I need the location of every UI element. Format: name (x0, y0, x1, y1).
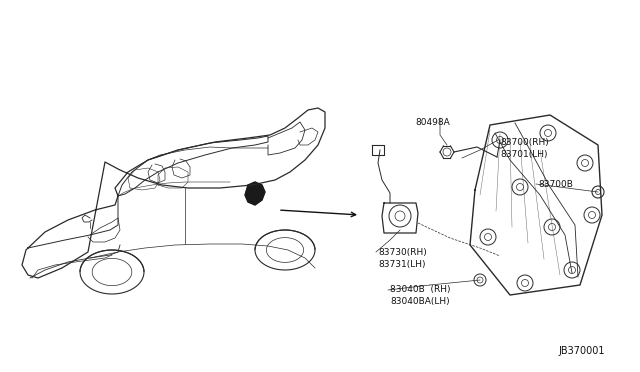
Text: 83730(RH): 83730(RH) (378, 248, 427, 257)
Text: JB370001: JB370001 (559, 346, 605, 356)
Text: 83700(RH): 83700(RH) (500, 138, 548, 147)
Text: 83040BA(LH): 83040BA(LH) (390, 297, 450, 306)
Text: 83731(LH): 83731(LH) (378, 260, 426, 269)
Text: 83040B  (RH): 83040B (RH) (390, 285, 451, 294)
Text: 83701(LH): 83701(LH) (500, 150, 547, 159)
Text: 83700B: 83700B (538, 180, 573, 189)
Text: 80498A: 80498A (415, 118, 450, 127)
Polygon shape (245, 182, 265, 205)
